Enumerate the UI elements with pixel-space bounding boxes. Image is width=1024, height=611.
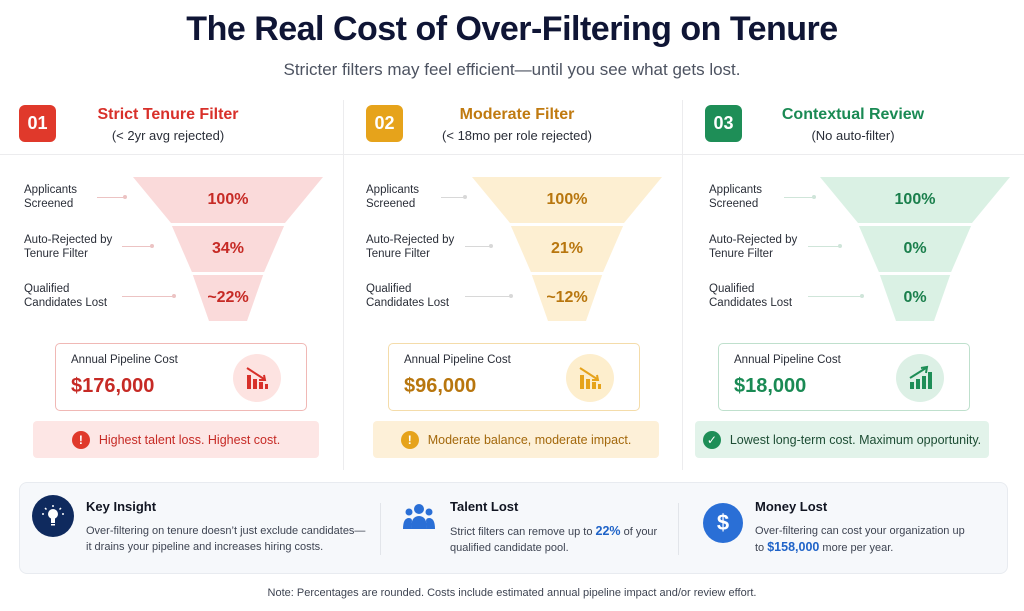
column-moderate-filter: 02 Moderate Filter (< 18mo per role reje…	[343, 100, 682, 470]
step-badge: 02	[366, 105, 403, 142]
cost-label: Annual Pipeline Cost	[71, 354, 178, 366]
step-badge: 01	[19, 105, 56, 142]
funnel-layer-rejected: 34%	[171, 226, 285, 272]
cost-value: $176,000	[71, 375, 155, 397]
insight-title: Key Insight	[86, 499, 157, 514]
cost-card: Annual Pipeline Cost $18,000	[718, 343, 970, 411]
insight-title: Talent Lost	[450, 499, 519, 514]
cost-card: Annual Pipeline Cost $96,000	[388, 343, 640, 411]
row-label-applicants: Applicants Screened	[366, 184, 420, 210]
connector-line	[97, 195, 127, 199]
lightbulb-icon	[32, 495, 74, 537]
funnel-chart: 100% 0% 0%	[820, 177, 1010, 321]
insight-text: Over-filtering can cost your organizatio…	[755, 525, 965, 554]
column-title: Contextual Review	[781, 106, 925, 123]
connector-line	[441, 195, 467, 199]
row-label-auto-rejected: Auto-Rejected by Tenure Filter	[366, 234, 455, 260]
connector-line	[122, 244, 154, 248]
funnel-layer-lost: 0%	[879, 275, 951, 321]
insights-panel: Key Insight Over-filtering on tenure doe…	[19, 482, 1008, 574]
people-icon	[398, 495, 440, 537]
column-subtitle: (< 18mo per role rejected)	[442, 128, 592, 143]
check-icon: ✓	[702, 430, 721, 449]
insight-money-lost: $ Money Lost Over-filtering can cost you…	[685, 483, 1005, 575]
cost-label: Annual Pipeline Cost	[404, 354, 511, 366]
connector-line	[465, 294, 513, 298]
column-title: Moderate Filter	[459, 106, 575, 123]
row-label-qualified-lost: Qualified Candidates Lost	[709, 283, 793, 309]
insight-text: Over-filtering on tenure doesn’t just ex…	[86, 525, 366, 553]
chart-up-icon	[896, 354, 944, 402]
page-subtitle: Stricter filters may feel efficient—unti…	[283, 60, 741, 79]
page-title: The Real Cost of Over-Filtering on Tenur…	[186, 10, 838, 48]
connector-line	[784, 195, 816, 199]
insight-text: Strict filters can remove up to 22% of y…	[450, 524, 658, 554]
cost-value: $18,000	[734, 375, 807, 397]
column-contextual-review: 03 Contextual Review (No auto-filter) Ap…	[682, 100, 1024, 470]
dollar-icon: $	[703, 503, 743, 543]
column-title: Strict Tenure Filter	[97, 106, 239, 123]
funnel-layer-rejected: 0%	[858, 226, 972, 272]
insight-key: Key Insight Over-filtering on tenure doe…	[20, 483, 380, 575]
divider	[380, 503, 381, 555]
connector-line	[465, 244, 493, 248]
column-strict-filter: 01 Strict Tenure Filter (< 2yr avg rejec…	[0, 100, 342, 470]
header-divider	[0, 154, 1024, 155]
divider	[678, 503, 679, 555]
funnel-layer-rejected: 21%	[510, 226, 624, 272]
row-label-qualified-lost: Qualified Candidates Lost	[366, 283, 450, 309]
alert-icon: !	[71, 430, 90, 449]
row-label-auto-rejected: Auto-Rejected by Tenure Filter	[24, 234, 113, 260]
funnel-layer-lost: ~12%	[531, 275, 603, 321]
row-label-applicants: Applicants Screened	[709, 184, 763, 210]
status-text: Moderate balance, moderate impact.	[427, 432, 632, 447]
status-banner: ! Moderate balance, moderate impact.	[373, 421, 659, 458]
highlight-amount: $158,000	[767, 540, 820, 554]
column-subtitle: (< 2yr avg rejected)	[111, 128, 225, 143]
status-text: Lowest long-term cost. Maximum opportuni…	[729, 432, 982, 447]
funnel-layer-applicants: 100%	[472, 177, 662, 223]
status-banner: ✓ Lowest long-term cost. Maximum opportu…	[695, 421, 989, 458]
cost-value: $96,000	[404, 375, 477, 397]
highlight-percent: 22%	[595, 524, 621, 538]
chart-down-icon	[566, 354, 614, 402]
connector-line	[808, 244, 842, 248]
footnote: Note: Percentages are rounded. Costs inc…	[267, 587, 757, 599]
status-text: Highest talent loss. Highest cost.	[98, 432, 281, 447]
status-banner: ! Highest talent loss. Highest cost.	[33, 421, 319, 458]
funnel-layer-lost: ~22%	[192, 275, 264, 321]
row-label-applicants: Applicants Screened	[24, 184, 78, 210]
insight-talent-lost: Talent Lost Strict filters can remove up…	[390, 483, 680, 575]
step-badge: 03	[705, 105, 742, 142]
funnel-chart: 100% 34% ~22%	[133, 177, 323, 321]
cost-label: Annual Pipeline Cost	[734, 354, 841, 366]
cost-card: Annual Pipeline Cost $176,000	[55, 343, 307, 411]
funnel-layer-applicants: 100%	[133, 177, 323, 223]
row-label-qualified-lost: Qualified Candidates Lost	[24, 283, 108, 309]
column-subtitle: (No auto-filter)	[811, 128, 895, 143]
alert-icon: !	[400, 430, 419, 449]
row-label-auto-rejected: Auto-Rejected by Tenure Filter	[709, 234, 798, 260]
connector-line	[122, 294, 176, 298]
chart-down-icon	[233, 354, 281, 402]
funnel-layer-applicants: 100%	[820, 177, 1010, 223]
insight-title: Money Lost	[755, 499, 828, 514]
connector-line	[808, 294, 864, 298]
funnel-chart: 100% 21% ~12%	[472, 177, 662, 321]
